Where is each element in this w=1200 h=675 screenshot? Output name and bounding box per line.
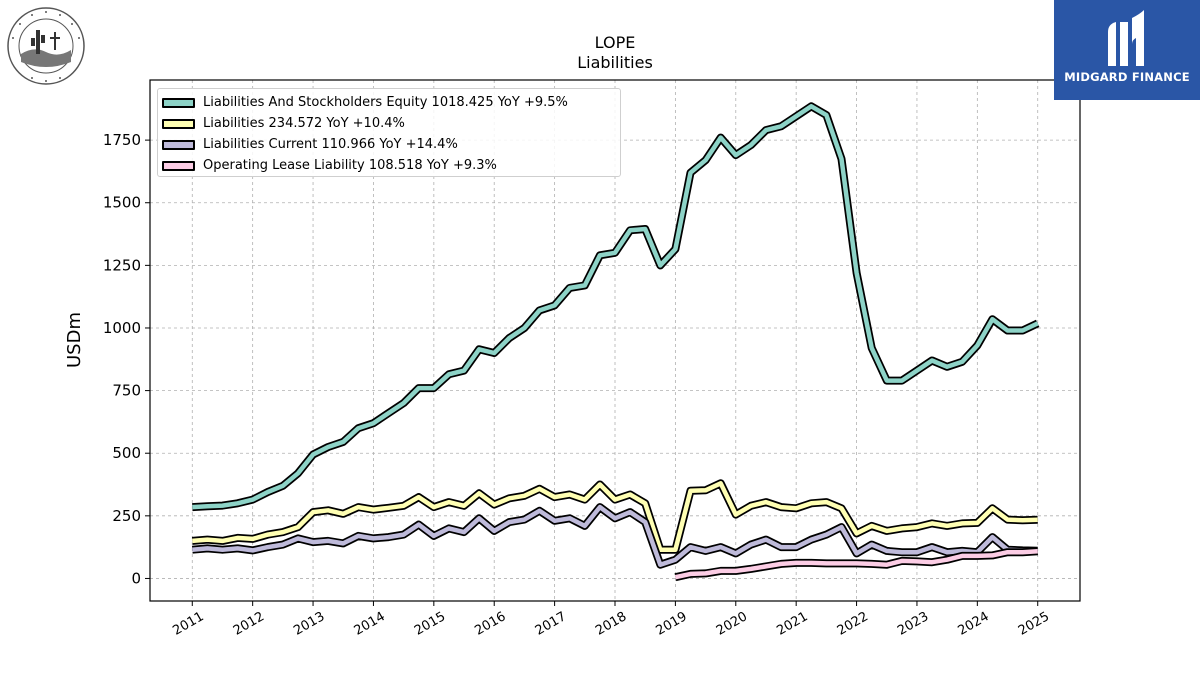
legend-swatch xyxy=(162,118,195,129)
legend-label: Liabilities And Stockholders Equity 1018… xyxy=(203,95,568,110)
legend: Liabilities And Stockholders Equity 1018… xyxy=(157,88,621,177)
y-tick-label: 1500 xyxy=(103,194,141,212)
legend-swatch xyxy=(162,139,195,150)
legend-label: Liabilities 234.572 YoY +10.4% xyxy=(203,116,405,131)
series-line xyxy=(192,504,1038,567)
series-lines xyxy=(191,102,1040,582)
x-tick-label: 2014 xyxy=(352,609,388,639)
x-tick-label: 2015 xyxy=(412,609,448,639)
legend-swatch xyxy=(162,97,195,108)
x-tick-label: 2020 xyxy=(714,609,750,639)
legend-entry: Liabilities 234.572 YoY +10.4% xyxy=(162,113,620,134)
legend-entry: Liabilities And Stockholders Equity 1018… xyxy=(162,92,620,113)
brand-badge: MIDGARD FINANCE xyxy=(1054,0,1200,100)
legend-label: Operating Lease Liability 108.518 YoY +9… xyxy=(203,158,497,173)
series-line xyxy=(192,104,1039,510)
series-line xyxy=(192,481,1038,552)
university-seal-logo xyxy=(7,7,85,85)
chart-title-block: LOPE Liabilities xyxy=(415,33,815,73)
x-axis-ticks: 2011 2012 2013 2014 2015 2016 2017 2018 2019 2020… xyxy=(170,601,1052,639)
legend-entry: Operating Lease Liability 108.518 YoY +9… xyxy=(162,155,620,176)
brand-name: MIDGARD FINANCE xyxy=(1064,70,1190,84)
legend-label: Liabilities Current 110.966 YoY +14.4% xyxy=(203,137,458,152)
y-axis-ticks: 0 250 500 750 1000 1250 1500 1750 xyxy=(103,131,150,587)
x-tick-label: 2025 xyxy=(1016,609,1052,639)
chart-subtitle: Liabilities xyxy=(577,53,653,72)
x-tick-label: 2019 xyxy=(654,609,690,639)
y-tick-label: 1000 xyxy=(103,319,141,337)
x-tick-label: 2023 xyxy=(895,609,931,639)
x-tick-label: 2021 xyxy=(774,609,810,639)
x-tick-label: 2016 xyxy=(472,609,508,639)
x-tick-label: 2013 xyxy=(291,609,327,639)
y-tick-label: 250 xyxy=(112,507,141,525)
series-line xyxy=(674,549,1038,580)
y-tick-label: 500 xyxy=(112,444,141,462)
x-tick-label: 2017 xyxy=(533,609,569,639)
chart-title: LOPE xyxy=(594,33,636,52)
y-tick-label: 1250 xyxy=(103,256,141,274)
y-tick-label: 1750 xyxy=(103,131,141,149)
brand-logo-icon xyxy=(1108,10,1144,66)
x-tick-label: 2022 xyxy=(835,609,871,639)
y-axis-label: USDm xyxy=(64,312,85,368)
x-tick-label: 2024 xyxy=(956,609,992,639)
x-tick-label: 2012 xyxy=(231,609,267,639)
legend-swatch xyxy=(162,160,195,171)
legend-entry: Liabilities Current 110.966 YoY +14.4% xyxy=(162,134,620,155)
y-tick-label: 750 xyxy=(112,382,141,400)
x-tick-label: 2011 xyxy=(170,609,206,639)
y-tick-label: 0 xyxy=(131,569,141,587)
x-tick-label: 2018 xyxy=(593,609,629,639)
